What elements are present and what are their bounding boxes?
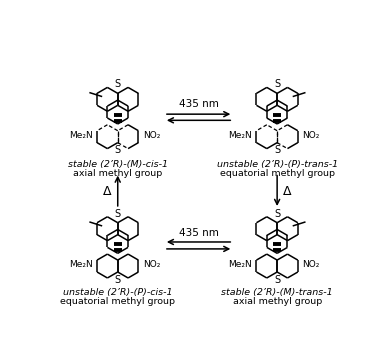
Text: unstable (2’R)-(P)-cis-1: unstable (2’R)-(P)-cis-1 xyxy=(63,288,172,297)
Text: axial methyl group: axial methyl group xyxy=(73,169,162,178)
Text: Δ: Δ xyxy=(283,185,292,198)
Text: stable (2’R)-(M)-cis-1: stable (2’R)-(M)-cis-1 xyxy=(68,160,168,169)
Text: S: S xyxy=(274,274,280,284)
Text: S: S xyxy=(115,145,121,155)
Text: Me₂N: Me₂N xyxy=(69,131,93,140)
Text: NO₂: NO₂ xyxy=(303,260,320,269)
Text: Δ: Δ xyxy=(103,185,112,198)
Text: S: S xyxy=(274,145,280,155)
Text: S: S xyxy=(274,209,280,219)
Text: equatorial methyl group: equatorial methyl group xyxy=(60,297,175,306)
Text: 435 nm: 435 nm xyxy=(179,99,218,109)
Text: equatorial methyl group: equatorial methyl group xyxy=(220,169,335,178)
Text: NO₂: NO₂ xyxy=(143,131,160,140)
Text: stable (2’R)-(M)-trans-1: stable (2’R)-(M)-trans-1 xyxy=(221,288,333,297)
Text: unstable (2’R)-(P)-trans-1: unstable (2’R)-(P)-trans-1 xyxy=(216,160,338,169)
Text: S: S xyxy=(115,274,121,284)
Text: axial methyl group: axial methyl group xyxy=(232,297,322,306)
Text: Me₂N: Me₂N xyxy=(69,260,93,269)
Text: NO₂: NO₂ xyxy=(303,131,320,140)
Text: Me₂N: Me₂N xyxy=(228,131,252,140)
Text: NO₂: NO₂ xyxy=(143,260,160,269)
Text: 435 nm: 435 nm xyxy=(179,228,218,238)
Text: S: S xyxy=(115,79,121,89)
Text: Me₂N: Me₂N xyxy=(228,260,252,269)
Text: S: S xyxy=(115,209,121,219)
Text: S: S xyxy=(274,79,280,89)
